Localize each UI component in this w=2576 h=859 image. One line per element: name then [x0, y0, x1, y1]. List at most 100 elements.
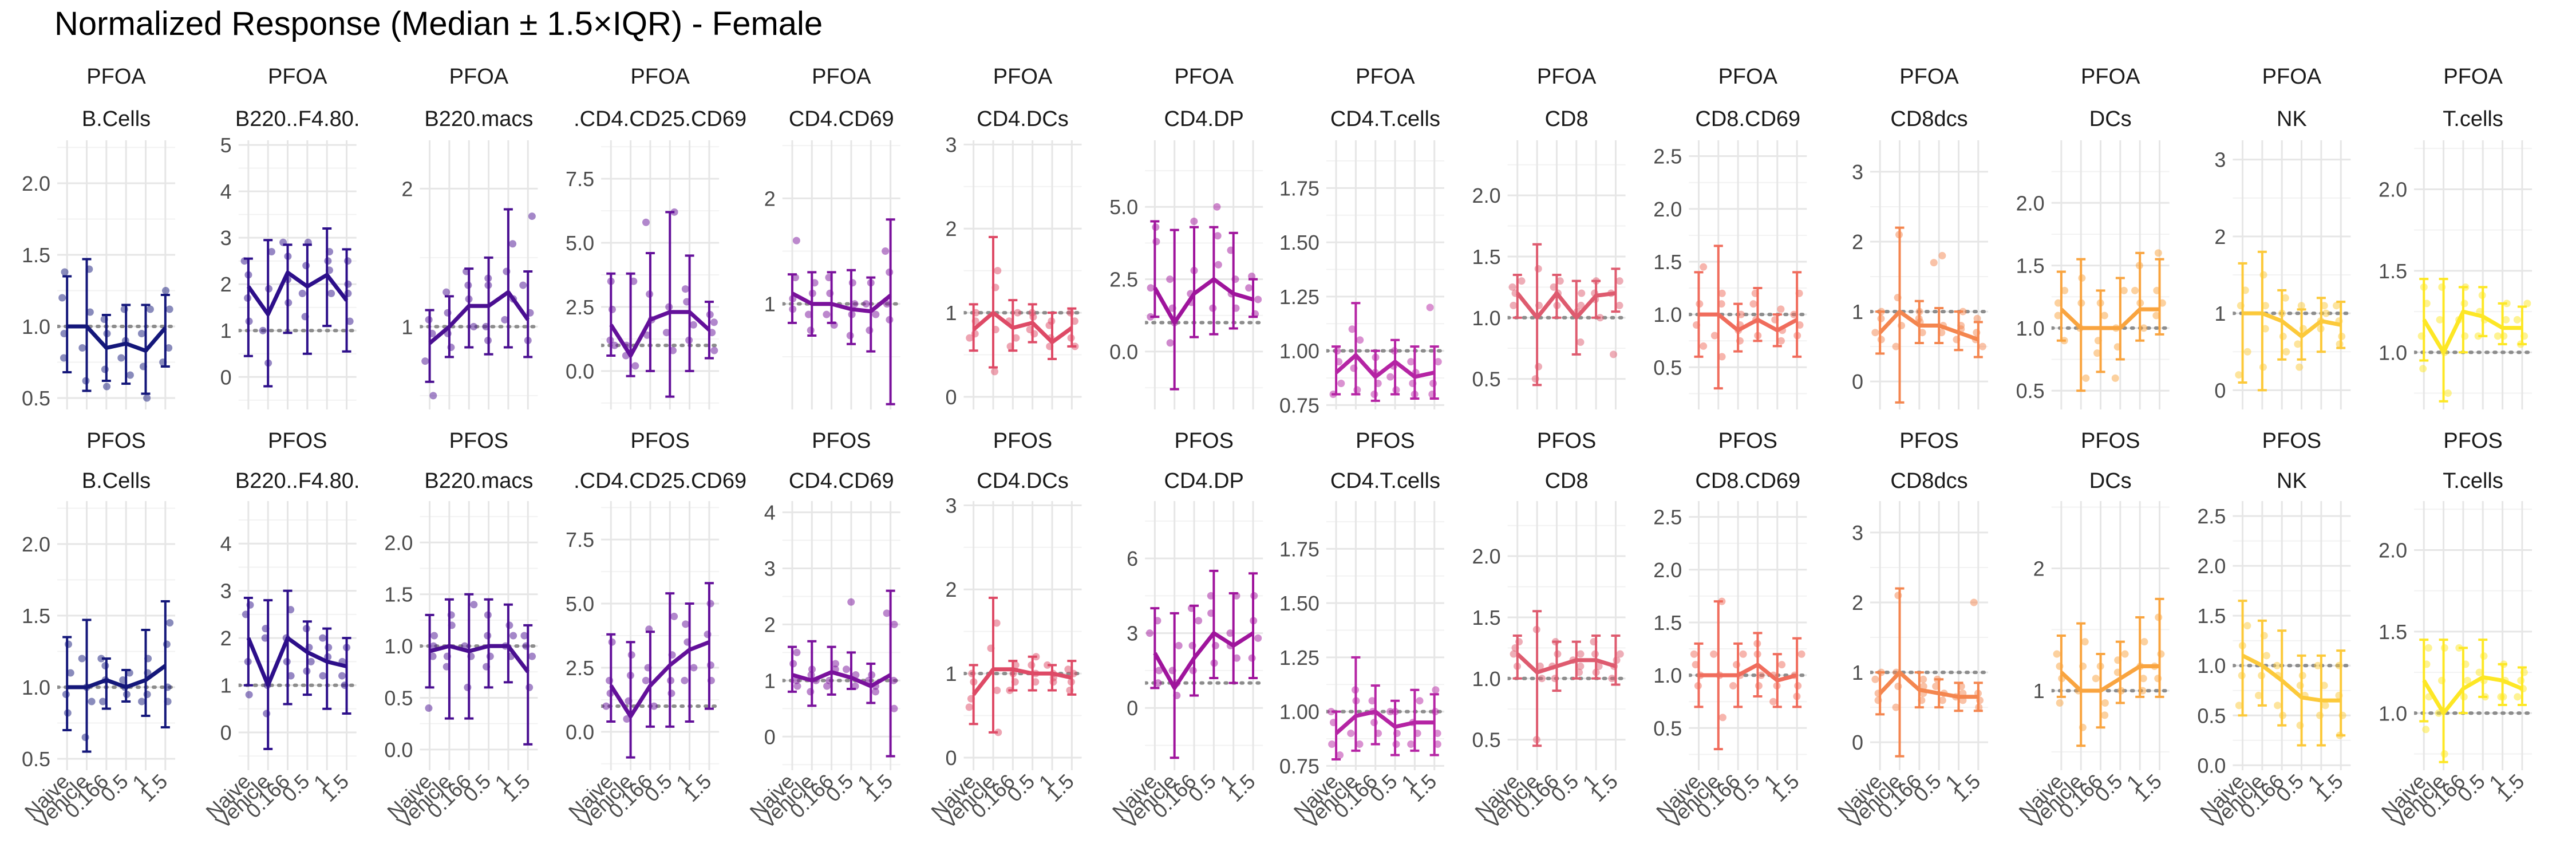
y-tick-label: 3: [220, 580, 232, 603]
y-tick-label: 2.5: [1653, 145, 1682, 168]
y-tick-label: 1.75: [1279, 176, 1319, 200]
data-point: [81, 734, 89, 741]
data-point: [1710, 650, 1718, 658]
data-point: [1328, 740, 1336, 748]
y-tick-label: 2: [2033, 557, 2045, 581]
facet-row-label: PFOS: [1718, 429, 1777, 453]
y-tick-label: 4: [220, 180, 232, 203]
data-point: [1577, 662, 1585, 670]
data-point: [1550, 283, 1558, 291]
data-point: [642, 676, 650, 684]
data-point: [2056, 699, 2064, 707]
facet-panel-label: CD4.DCs: [977, 107, 1068, 131]
facet-row-label: PFOA: [1537, 65, 1597, 89]
y-tick-label: 0.0: [1109, 340, 1138, 364]
data-point: [442, 288, 451, 296]
data-point: [143, 394, 151, 402]
median-line: [1698, 663, 1798, 683]
median-line: [67, 324, 167, 353]
facet-row-label: PFOA: [993, 65, 1053, 89]
y-tick-label: 1.0: [2197, 654, 2226, 677]
data-point: [2297, 302, 2305, 310]
data-point: [611, 341, 619, 349]
y-tick-label: 2.0: [1653, 198, 1682, 221]
data-point: [2259, 271, 2267, 279]
y-tick-label: 2.5: [2197, 505, 2226, 528]
data-point: [2460, 300, 2468, 308]
data-point: [681, 285, 689, 293]
data-point: [1556, 277, 1564, 285]
data-point: [2152, 312, 2160, 320]
y-tick-label: 7.5: [566, 528, 594, 551]
facet-panel-label: T.cells: [2443, 107, 2503, 131]
facet-panel-label: B.Cells: [82, 469, 151, 493]
y-tick-label: 1.5: [384, 583, 413, 606]
y-tick-label: 0.0: [566, 360, 594, 383]
data-point: [2517, 676, 2525, 684]
median-line: [972, 310, 1073, 344]
data-point: [2140, 638, 2148, 646]
data-point: [2120, 286, 2128, 294]
y-tick-label: 0: [220, 721, 232, 744]
median-line: [1153, 631, 1254, 690]
data-point: [2422, 726, 2430, 734]
data-point: [1700, 342, 1708, 350]
data-point: [1777, 305, 1785, 313]
data-point: [2054, 299, 2062, 307]
facet-panel: PFOSCD80.51.01.52.0NaiveVehicle0.1660.51…: [1470, 429, 1626, 833]
y-tick-label: 5.0: [566, 231, 594, 255]
data-point: [2444, 389, 2452, 397]
data-point: [1919, 675, 1927, 683]
data-point: [1508, 283, 1516, 291]
data-point: [882, 247, 890, 255]
facet-panel-label: CD4.DCs: [977, 469, 1068, 493]
y-tick-label: 0.5: [1653, 716, 1682, 740]
data-point: [793, 682, 801, 690]
facet-panel-label: NK: [2277, 107, 2307, 131]
data-point: [421, 357, 429, 365]
data-point: [1327, 708, 1335, 716]
data-point: [602, 702, 610, 710]
data-point: [1577, 650, 1585, 658]
data-point: [307, 657, 315, 665]
data-point: [1690, 650, 1698, 658]
data-point: [1892, 703, 1900, 711]
data-point: [1175, 641, 1183, 649]
data-point: [2243, 348, 2251, 356]
data-point: [165, 344, 173, 352]
y-tick-label: 1.75: [1279, 537, 1319, 561]
facet-row-label: PFOS: [1356, 429, 1415, 453]
data-point: [1226, 629, 1234, 637]
data-point: [807, 326, 815, 334]
median-line: [429, 644, 530, 673]
y-tick-label: 0.5: [1472, 368, 1501, 391]
facet-panel-label: B.Cells: [82, 107, 151, 131]
data-point: [1510, 650, 1518, 658]
y-tick-label: 1.0: [1653, 664, 1682, 687]
y-tick-label: 0.75: [1279, 754, 1319, 778]
y-tick-label: 1: [945, 662, 957, 685]
data-point: [1892, 342, 1900, 350]
data-point: [1749, 300, 1757, 308]
median-line: [246, 636, 347, 688]
data-point: [1356, 336, 1364, 344]
facet-row-label: PFOS: [449, 429, 508, 453]
y-tick-label: 1: [1852, 300, 1863, 324]
y-tick-label: 1: [220, 319, 232, 342]
y-tick-label: 2.0: [1653, 558, 1682, 582]
data-point: [166, 619, 174, 626]
facet-panel: PFOA CD8.CD69 0.5 1.0 1.5 2.0 2.5: [1653, 65, 1807, 409]
facet-row-label: PFOA: [1718, 65, 1778, 89]
data-point: [670, 612, 678, 620]
data-point: [847, 598, 855, 606]
facet-row-label: PFOS: [812, 429, 871, 453]
median-line: [247, 270, 349, 317]
data-point: [58, 294, 66, 302]
data-point: [710, 318, 718, 326]
y-tick-label: 0: [945, 385, 957, 409]
data-point: [97, 655, 105, 663]
data-point: [1154, 679, 1162, 687]
data-point: [890, 676, 898, 684]
data-point: [1254, 634, 1262, 642]
data-point: [1778, 661, 1786, 669]
